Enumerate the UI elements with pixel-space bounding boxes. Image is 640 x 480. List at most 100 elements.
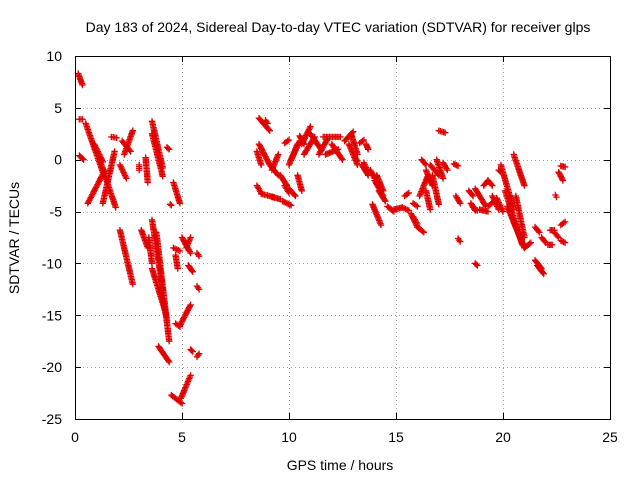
data-point xyxy=(166,358,173,366)
data-point xyxy=(79,81,86,89)
data-point xyxy=(405,189,412,197)
data-point xyxy=(339,156,346,163)
data-point xyxy=(187,372,194,379)
data-point xyxy=(275,151,282,158)
data-point xyxy=(377,221,385,229)
data-point xyxy=(264,120,271,127)
data-point xyxy=(559,175,566,183)
data-point xyxy=(279,198,286,205)
data-point xyxy=(292,192,299,200)
data-point xyxy=(553,193,560,201)
data-point xyxy=(195,253,203,260)
data-point xyxy=(186,303,193,310)
data-point xyxy=(521,182,528,189)
data-point xyxy=(266,127,273,134)
y-tick-label: -20 xyxy=(42,359,62,375)
y-axis-title: SDTVAR / TECUs xyxy=(6,182,22,294)
data-point xyxy=(79,155,86,162)
data-point xyxy=(188,267,195,274)
data-point xyxy=(558,174,565,181)
y-tick-label: -15 xyxy=(42,307,62,323)
data-point xyxy=(414,203,421,210)
data-point xyxy=(93,145,100,152)
data-point xyxy=(265,126,272,133)
data-point xyxy=(182,311,189,318)
data-point xyxy=(177,321,184,328)
data-point xyxy=(526,240,533,247)
data-point xyxy=(187,249,194,257)
data-point xyxy=(183,310,190,317)
data-point xyxy=(369,171,376,178)
data-point xyxy=(541,238,548,245)
data-point xyxy=(163,317,171,324)
data-point xyxy=(561,218,569,226)
data-point xyxy=(127,148,134,155)
data-point xyxy=(91,141,98,148)
plot-frame xyxy=(75,56,611,420)
data-point xyxy=(360,136,368,144)
y-tick-label: -25 xyxy=(42,411,62,427)
data-point xyxy=(540,270,547,277)
data-point xyxy=(338,155,345,162)
data-point xyxy=(126,146,133,154)
data-point xyxy=(80,156,87,163)
data-point xyxy=(427,206,434,213)
data-point xyxy=(468,191,476,198)
data-point xyxy=(178,400,186,407)
data-point xyxy=(499,208,507,215)
data-point xyxy=(414,220,421,228)
data-point xyxy=(454,162,462,170)
data-point xyxy=(178,318,186,325)
data-point xyxy=(474,262,481,269)
data-point xyxy=(287,202,295,209)
data-point xyxy=(185,305,192,313)
data-point xyxy=(280,198,288,206)
data-points xyxy=(75,70,569,407)
data-point xyxy=(450,160,457,168)
data-point xyxy=(382,198,389,205)
data-point xyxy=(187,301,194,309)
data-point xyxy=(527,239,534,246)
data-point xyxy=(561,239,569,246)
data-point xyxy=(556,170,563,177)
data-point xyxy=(257,143,264,151)
data-point xyxy=(285,136,293,144)
data-point xyxy=(419,228,426,235)
data-point xyxy=(559,238,566,245)
data-point xyxy=(129,281,136,288)
data-point xyxy=(488,181,495,188)
grid xyxy=(75,56,610,419)
data-point xyxy=(284,137,291,145)
data-point xyxy=(256,142,263,149)
data-point xyxy=(365,146,372,153)
x-tick-label: 15 xyxy=(388,429,404,445)
data-point xyxy=(359,137,366,145)
x-tick-label: 20 xyxy=(495,429,511,445)
data-point xyxy=(557,173,564,180)
data-point xyxy=(535,227,542,235)
data-point xyxy=(79,116,86,123)
data-point xyxy=(298,187,305,194)
data-point xyxy=(307,123,314,130)
x-tick-labels: 0 5 10 15 20 25 xyxy=(71,429,618,445)
data-point xyxy=(559,177,567,184)
y-tick-label: 5 xyxy=(54,100,62,116)
data-point xyxy=(300,136,308,143)
data-point xyxy=(444,166,451,174)
data-point xyxy=(381,196,388,204)
data-point xyxy=(159,173,166,180)
data-point xyxy=(195,286,203,293)
data-point xyxy=(539,269,546,276)
data-point xyxy=(442,129,449,136)
data-point xyxy=(164,145,172,152)
y-tick-label: 10 xyxy=(46,48,62,64)
data-point xyxy=(557,237,564,244)
data-point xyxy=(412,202,420,209)
data-point xyxy=(293,142,301,149)
data-point xyxy=(420,229,427,236)
chart-title: Day 183 of 2024, Sidereal Day-to-day VTE… xyxy=(86,19,591,35)
x-tick-label: 10 xyxy=(281,429,297,445)
data-point xyxy=(337,133,344,141)
y-tick-label: -5 xyxy=(50,204,63,220)
